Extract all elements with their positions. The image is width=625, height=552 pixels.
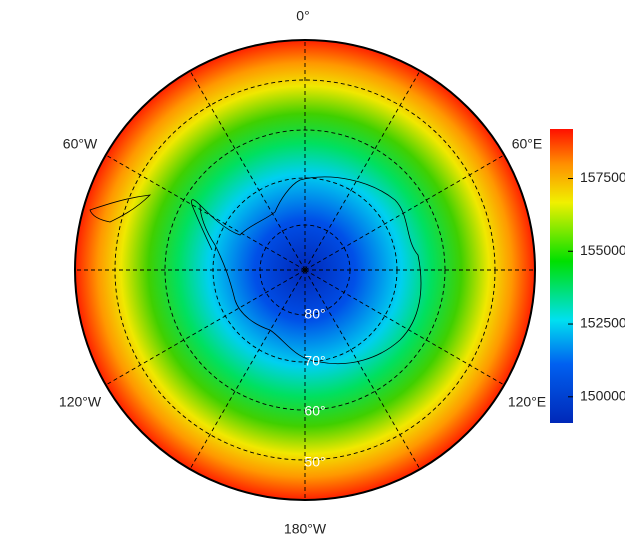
colorbar (550, 129, 573, 423)
colorbar-tick-label: 157500 (580, 169, 625, 185)
meridian (304, 70, 421, 271)
lat-label: 70° (304, 353, 325, 369)
meridian (189, 269, 306, 470)
lon-label: 180°W (284, 521, 327, 537)
lon-label: 120°E (508, 394, 546, 410)
lon-label: 60°W (63, 136, 98, 152)
south-america (89, 194, 152, 223)
colorbar-tick-label: 150000 (580, 388, 625, 404)
map: 0° 60°W 60°E 120°W 120°E 180°W 80° 70° 6… (59, 8, 546, 537)
colorbar-tick-label: 155000 (580, 242, 625, 258)
meridian (304, 269, 505, 386)
colorbar-tick-label: 152500 (580, 315, 625, 331)
lat-label: 60° (304, 403, 325, 419)
meridian (304, 154, 505, 271)
lon-label: 60°E (512, 136, 543, 152)
lon-label: 0° (296, 8, 309, 24)
meridian (105, 269, 306, 386)
meridian (189, 70, 306, 271)
meridian (304, 269, 421, 470)
coastline (199, 176, 422, 365)
peninsula (191, 199, 213, 251)
lat-label: 50° (304, 454, 325, 470)
lat-label: 80° (304, 306, 325, 322)
meridian (105, 154, 306, 271)
lon-label: 120°W (59, 394, 102, 410)
